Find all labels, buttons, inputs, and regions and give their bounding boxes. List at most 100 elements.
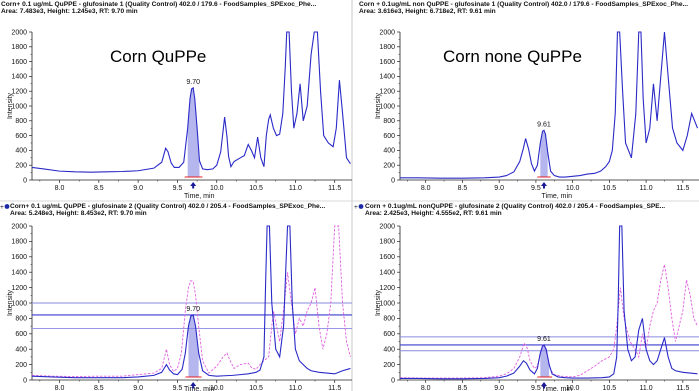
chart-panel-3: + Corn+ 0.1 ug/mL QuPPE - glufosinate 2 (…	[0, 203, 352, 391]
y-tick-label: 1600	[379, 59, 395, 66]
x-tick-label: 11.5	[676, 185, 689, 192]
x-tick-label: 9.5	[173, 185, 183, 192]
chart-header-line2: Area: 5.248e3, Height: 8.453e2, RT: 9.70…	[10, 210, 147, 217]
x-tick-label: 9.0	[133, 385, 143, 391]
y-tick-label: 1000	[11, 103, 27, 110]
y-tick-label: 1800	[11, 44, 27, 51]
series-line-1	[400, 264, 698, 379]
y-axis-label: Intensity	[375, 92, 382, 119]
y-tick-label: 1200	[379, 89, 395, 96]
up-arrow-icon	[540, 182, 547, 189]
x-tick-label: 11.0	[640, 385, 653, 391]
y-tick-label: 200	[15, 163, 27, 170]
peak-rt-label: 9.70	[186, 79, 200, 86]
x-tick-label: 10.5	[603, 185, 617, 192]
y-tick-label: 400	[15, 347, 27, 354]
y-tick-label: 600	[15, 331, 27, 338]
header-marker-plus: +	[0, 204, 4, 211]
chart-header-line2: Area: 7.483e3, Height: 1.245e3, RT: 9.70…	[1, 8, 138, 15]
y-tick-label: 400	[15, 148, 27, 155]
x-tick-label: 8.5	[94, 185, 104, 192]
x-tick-label: 8.0	[421, 185, 431, 192]
chart-title: Corn none QuPPe	[443, 47, 582, 66]
x-axis-label: Time, min	[542, 386, 573, 391]
x-tick-label: 8.0	[55, 385, 65, 391]
y-tick-label: 800	[383, 316, 395, 323]
y-tick-label: 400	[383, 148, 395, 155]
y-tick-label: 1800	[379, 44, 395, 51]
x-tick-label: 9.5	[531, 385, 541, 391]
y-tick-label: 1600	[11, 59, 27, 66]
peak-area-fill	[540, 344, 550, 377]
x-tick-label: 8.5	[458, 185, 468, 192]
x-tick-label: 11.5	[676, 385, 689, 391]
chart-title: Corn QuPPe	[110, 47, 206, 66]
x-tick-label: 10.0	[566, 185, 580, 192]
y-tick-label: 1800	[11, 239, 27, 246]
plot-area	[32, 31, 351, 178]
up-arrow-icon	[190, 182, 197, 189]
y-tick-label: 1200	[11, 285, 27, 292]
series-line-2	[32, 225, 351, 379]
plus-dot-icon	[4, 204, 10, 209]
chart-header-line1: Corn+ 0.1 ug/mL QuPPE - glufosinate 2 (Q…	[10, 203, 325, 210]
y-tick-label: 0	[391, 177, 395, 184]
y-tick-label: 600	[15, 133, 27, 140]
x-tick-label: 10.5	[603, 385, 617, 391]
chart-header-line1: Corn+ 0.1 ug/mL QuPPE - glufosinate 1 (Q…	[1, 1, 316, 8]
plot-area	[400, 225, 698, 380]
chart-header-line1: Corn + 0.1ug/mL non QuPPE - glufosinate …	[359, 1, 688, 8]
y-tick-label: 200	[383, 163, 395, 170]
x-tick-label: 10.0	[210, 185, 224, 192]
chart-panel-2: Corn + 0.1ug/mL non QuPPE - glufosinate …	[359, 1, 699, 200]
x-tick-label: 11.0	[289, 185, 302, 192]
chart-header-line2: Area: 3.616e3, Height: 6.718e2, RT: 9.61…	[359, 8, 496, 15]
y-tick-label: 200	[15, 362, 27, 369]
peak-area-fill	[188, 314, 199, 377]
x-tick-label: 10.5	[249, 185, 263, 192]
peak-area-fill	[540, 130, 548, 177]
y-tick-label: 800	[15, 118, 27, 125]
y-axis-label: Intensity	[375, 289, 382, 316]
up-arrow-icon	[190, 382, 197, 389]
plot-area	[400, 31, 699, 179]
x-tick-label: 9.0	[133, 185, 143, 192]
y-tick-label: 2000	[11, 223, 27, 230]
y-tick-label: 2000	[11, 29, 27, 36]
y-tick-label: 2000	[379, 223, 395, 230]
series-line-1	[32, 225, 351, 377]
y-tick-label: 1000	[11, 300, 27, 307]
plot-area	[32, 225, 351, 379]
series-line-1	[32, 31, 351, 173]
peak-area-fill	[187, 87, 200, 177]
y-tick-label: 1600	[11, 254, 27, 261]
peak-rt-label: 9.61	[537, 336, 551, 343]
y-tick-label: 1400	[11, 270, 27, 277]
x-tick-label: 11.0	[640, 185, 653, 192]
y-tick-label: 200	[383, 362, 395, 369]
x-tick-label: 9.5	[531, 185, 541, 192]
x-tick-label: 8.5	[94, 385, 104, 391]
y-axis-label: Intensity	[7, 289, 14, 316]
y-tick-label: 400	[383, 347, 395, 354]
x-tick-label: 8.0	[421, 385, 431, 391]
x-tick-label: 9.5	[173, 385, 183, 391]
x-tick-label: 9.0	[494, 385, 504, 391]
x-tick-label: 10.5	[249, 385, 263, 391]
x-tick-label: 9.0	[494, 185, 504, 192]
y-tick-label: 1400	[379, 270, 395, 277]
chart-header-line1: Corn + 0.1ug/mL nonQuPPE - glufosinate 2…	[365, 203, 665, 210]
y-tick-label: 1000	[379, 103, 395, 110]
y-tick-label: 1200	[11, 89, 27, 96]
y-tick-label: 600	[383, 331, 395, 338]
y-tick-label: 800	[383, 118, 395, 125]
chart-panel-1: Corn+ 0.1 ug/mL QuPPE - glufosinate 1 (Q…	[1, 1, 352, 200]
y-tick-label: 1600	[379, 254, 395, 261]
y-axis-label: Intensity	[7, 92, 14, 119]
y-tick-label: 1400	[379, 74, 395, 81]
y-tick-label: 0	[391, 377, 395, 384]
plus-dot-icon	[358, 204, 364, 209]
up-arrow-icon	[540, 382, 547, 389]
series-line-2	[400, 225, 698, 380]
